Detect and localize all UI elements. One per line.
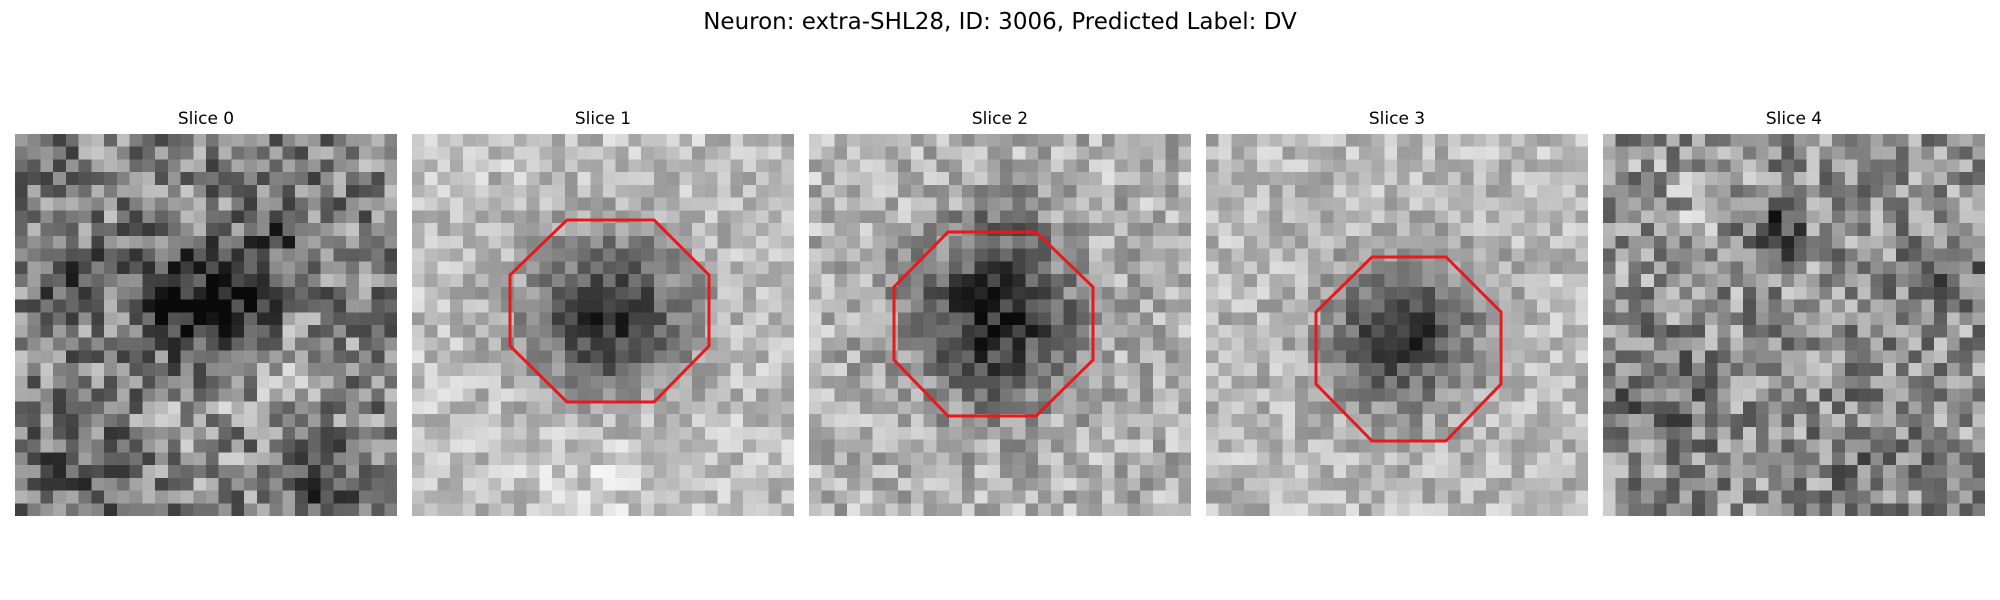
figure-title: Neuron: extra-SHL28, ID: 3006, Predicted… [703, 9, 1297, 35]
slice-pixels-3 [1206, 134, 1588, 516]
roi-outline-1 [508, 218, 711, 404]
slice-panel-1: Slice 1 [412, 108, 794, 516]
slice-title-2: Slice 2 [971, 109, 1029, 129]
slice-panel-0: Slice 0 [15, 108, 397, 516]
slice-panel-3: Slice 3 [1206, 108, 1588, 516]
octagon-outline-1 [508, 218, 711, 404]
slice-image-3 [1206, 134, 1588, 516]
slice-title-1: Slice 1 [574, 109, 632, 129]
slice-title-4: Slice 4 [1765, 109, 1823, 129]
slice-title-0: Slice 0 [177, 109, 235, 129]
slice-image-0 [15, 134, 397, 516]
octagon-outline-3 [1314, 255, 1503, 443]
slice-image-1 [412, 134, 794, 516]
slice-pixels-4 [1603, 134, 1985, 516]
slice-pixels-2 [809, 134, 1191, 516]
roi-outline-3 [1314, 255, 1503, 443]
octagon-outline-2 [892, 230, 1095, 418]
slice-panel-2: Slice 2 [809, 108, 1191, 516]
slice-title-3: Slice 3 [1368, 109, 1426, 129]
slice-image-4 [1603, 134, 1985, 516]
slice-pixels-1 [412, 134, 794, 516]
slice-pixels-0 [15, 134, 397, 516]
slice-image-2 [809, 134, 1191, 516]
slice-panel-4: Slice 4 [1603, 108, 1985, 516]
roi-outline-2 [892, 230, 1095, 418]
